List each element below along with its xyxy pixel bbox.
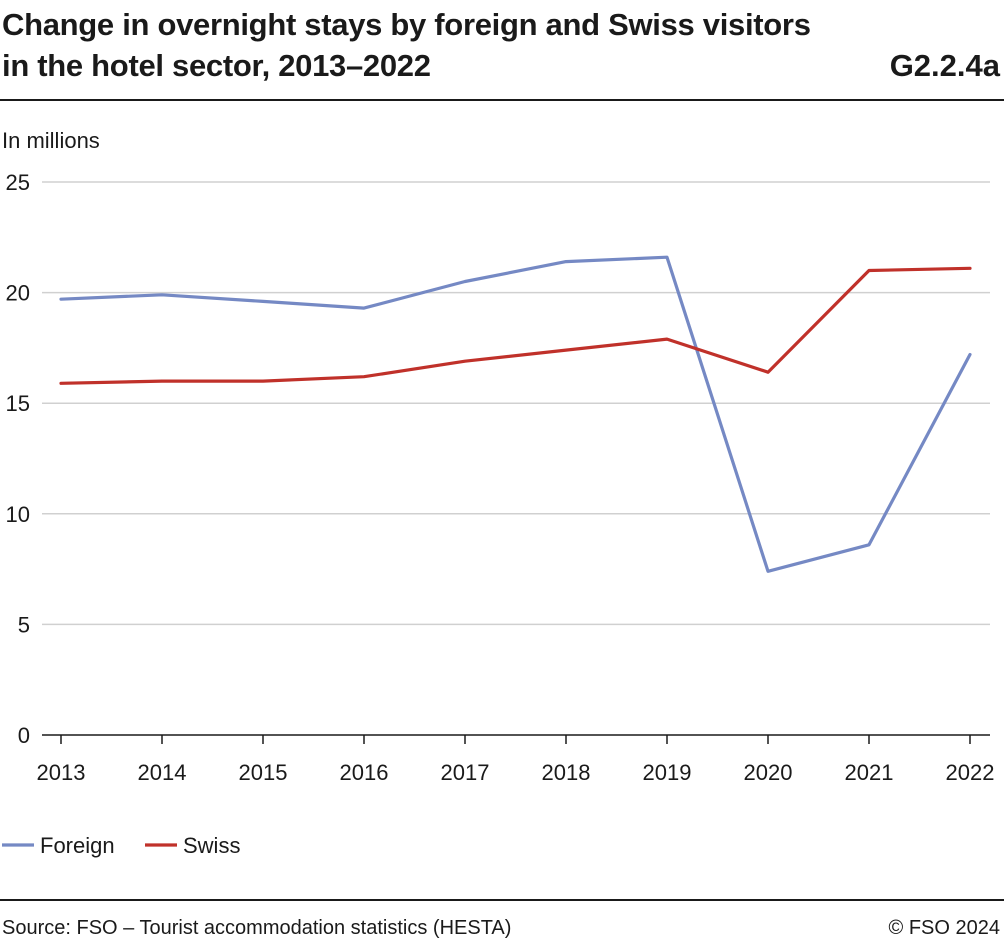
y-axis-ticks: 0 5 10 15 20 25 <box>6 170 30 748</box>
chart-title-line-2: in the hotel sector, 2013–2022 <box>2 48 431 83</box>
x-tick-label: 2019 <box>643 760 692 785</box>
x-tick-label: 2018 <box>542 760 591 785</box>
legend: Foreign Swiss <box>2 833 240 858</box>
chart-title-line-1: Change in overnight stays by foreign and… <box>2 7 811 42</box>
series-line-swiss <box>59 266 972 385</box>
x-axis: 2013 2014 2015 2016 2017 2018 2019 2020 2021 2022 <box>37 734 995 785</box>
source-note: Source: FSO – Tourist accommodation stat… <box>2 917 512 939</box>
y-tick-label: 25 <box>6 170 30 195</box>
y-tick-label: 15 <box>6 391 30 416</box>
legend-label-swiss: Swiss <box>183 833 240 858</box>
copyright-note: © FSO 2024 <box>888 917 1000 939</box>
legend-label-foreign: Foreign <box>40 833 115 858</box>
y-tick-label: 10 <box>6 502 30 527</box>
gridlines <box>42 181 990 626</box>
chart-code: G2.2.4a <box>889 48 1000 83</box>
bottom-divider <box>0 899 1004 901</box>
y-tick-label: 20 <box>6 281 30 306</box>
x-tick-label: 2015 <box>239 760 288 785</box>
x-tick-label: 2022 <box>946 760 995 785</box>
y-axis-label: In millions <box>2 128 100 153</box>
x-tick-label: 2017 <box>441 760 490 785</box>
y-tick-label: 0 <box>18 723 30 748</box>
series-lines <box>59 255 972 573</box>
series-line-foreign <box>59 255 972 573</box>
x-tick-label: 2016 <box>340 760 389 785</box>
chart-title: Change in overnight stays by foreign and… <box>2 4 902 86</box>
x-tick-label: 2013 <box>37 760 86 785</box>
x-tick-label: 2020 <box>744 760 793 785</box>
x-tick-label: 2021 <box>845 760 894 785</box>
x-tick-label: 2014 <box>138 760 187 785</box>
y-tick-label: 5 <box>18 612 30 637</box>
top-divider <box>0 99 1004 101</box>
